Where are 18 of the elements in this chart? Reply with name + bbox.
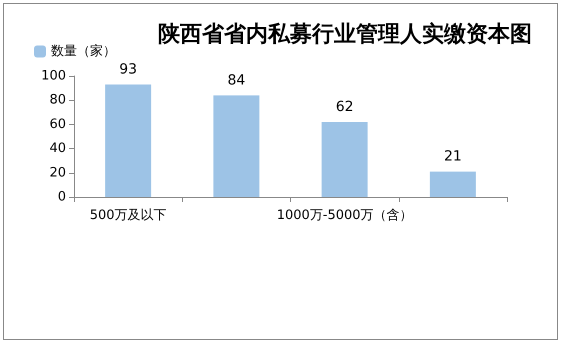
- x-tick-label: 1000万-5000万（含）: [276, 208, 413, 223]
- y-tick-label: 0: [58, 190, 66, 204]
- y-tick-label: 40: [49, 141, 66, 156]
- y-tick-label: 80: [49, 92, 66, 108]
- legend-label: 数量（家）: [51, 43, 116, 59]
- y-tick-label: 60: [49, 116, 66, 132]
- chart-title: 陕西省省内私募行业管理人实缴资本图: [158, 21, 532, 47]
- y-tick-label: 20: [49, 165, 66, 180]
- bar: [213, 95, 260, 197]
- y-tick-label: 100: [41, 68, 66, 84]
- x-tick-label: 500万及以下: [90, 208, 167, 223]
- data-label: 93: [119, 61, 138, 78]
- bar: [430, 172, 476, 197]
- data-label: 62: [336, 98, 354, 115]
- bar: [322, 122, 368, 197]
- data-label: 84: [227, 72, 246, 88]
- bar: [105, 84, 152, 197]
- data-label: 21: [444, 148, 462, 165]
